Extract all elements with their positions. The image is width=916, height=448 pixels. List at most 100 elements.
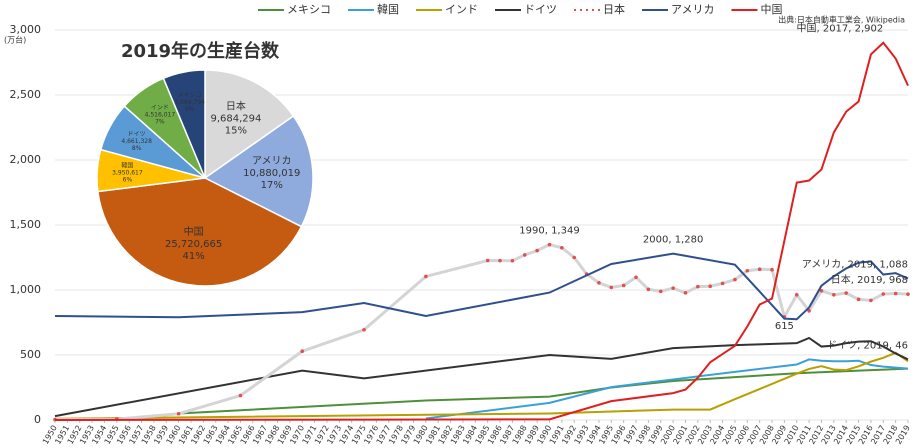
pie-label-line: 6% <box>185 105 195 112</box>
point <box>807 309 811 313</box>
pie-label-line: 3,950,617 <box>112 169 143 176</box>
source: 出典:日本自動車工業会, Wikipedia <box>778 15 905 25</box>
point <box>856 297 861 302</box>
pie-label-line: ドイツ <box>128 130 146 137</box>
y-tick-label: 1,000 <box>10 283 42 296</box>
legend-item: インド <box>416 3 478 16</box>
point <box>720 281 725 286</box>
pie-label: インド 4,516,017 7% <box>145 104 176 125</box>
pie-label: 日本 9,684,294 15% <box>210 100 261 137</box>
point <box>794 293 799 297</box>
point <box>535 248 539 253</box>
point <box>658 289 663 294</box>
series-line <box>54 252 909 321</box>
legend-label: インド <box>445 3 478 16</box>
annotation: 615 <box>775 321 794 332</box>
annotation: 1990, 1,349 <box>519 226 579 237</box>
pie-slice <box>204 69 295 180</box>
pie-label-line: 10,880,019 <box>243 168 300 179</box>
point <box>621 283 626 288</box>
pie-label-line: 8% <box>132 144 142 151</box>
legend-label: 韓国 <box>377 3 399 16</box>
pie-label-line: 9,684,294 <box>210 114 261 125</box>
point <box>832 293 836 297</box>
series-line <box>54 351 909 420</box>
annotation: 2000, 1,280 <box>643 235 703 246</box>
annotation: アメリカ, 2019, 1,088 <box>802 259 908 271</box>
point <box>770 267 774 272</box>
series-line <box>54 336 909 418</box>
y-tick-label: 500 <box>20 348 41 361</box>
y-axis-label: (万台) <box>4 35 26 45</box>
pie-label-line: 15% <box>225 126 247 137</box>
legend-label: アメリカ <box>671 3 714 16</box>
pie-slice <box>162 69 206 179</box>
point <box>547 242 552 247</box>
point <box>597 281 601 285</box>
point <box>609 285 614 290</box>
point <box>424 274 428 279</box>
pie-title: 2019年の生産台数 <box>121 40 280 62</box>
pie-label: アメリカ 10,880,019 17% <box>243 155 300 191</box>
legend-item: ドイツ <box>495 3 557 16</box>
legend-label: 日本 <box>603 2 625 16</box>
point <box>560 245 564 250</box>
pie-label-line: 日本 <box>226 100 246 113</box>
pie-label-line: 7% <box>155 118 165 125</box>
y-tick-label: 0 <box>34 413 41 426</box>
pie-label-line: アメリカ <box>252 155 292 167</box>
legend-label: 中国 <box>760 3 782 16</box>
pie-label-line: 4,516,017 <box>145 111 176 118</box>
series-line <box>54 41 909 421</box>
series-line <box>425 358 909 420</box>
point <box>634 275 638 280</box>
pie-label-line: 6% <box>123 176 133 183</box>
point <box>176 411 181 416</box>
pie-label-line: 17% <box>261 180 283 191</box>
y-tick-label: 2,000 <box>10 153 42 166</box>
point <box>510 258 515 263</box>
point <box>300 349 305 354</box>
legend-item: 中国 <box>731 3 782 16</box>
pie-label: 中国 25,720,665 41% <box>165 225 222 262</box>
legend-label: ドイツ <box>524 3 557 16</box>
pie-label-line: 41% <box>182 251 204 262</box>
point <box>893 291 898 296</box>
pie-label: メキシコ 3,986,794 6% <box>174 91 205 112</box>
annotation: ドイツ, 2019, 46 <box>827 340 908 351</box>
y-tick-label: 2,500 <box>10 88 42 101</box>
point <box>881 292 886 296</box>
annotation: 中国, 2017, 2,902 <box>796 22 883 35</box>
point <box>485 258 490 263</box>
pie-slice <box>203 114 314 228</box>
point <box>683 291 688 295</box>
pie-label-line: 韓国 <box>121 161 133 169</box>
pie-label-line: 4,661,328 <box>121 137 152 144</box>
point <box>696 284 700 289</box>
pie-label-line: 中国 <box>184 225 204 238</box>
pie-label-line: 3,986,794 <box>174 98 205 105</box>
pie-label-line: 25,720,665 <box>165 239 222 250</box>
legend-item: メキシコ <box>258 3 331 16</box>
pie-slice <box>97 177 303 287</box>
series-line <box>54 243 909 422</box>
series-line <box>178 367 909 415</box>
point <box>869 298 873 303</box>
point <box>362 327 366 332</box>
legend-item: 韓国 <box>348 3 399 16</box>
point <box>745 268 750 273</box>
y-tick-label: 3,000 <box>10 23 42 36</box>
legend-item: アメリカ <box>642 3 714 16</box>
point <box>238 393 243 398</box>
annotation: 日本, 2019, 968 <box>831 273 908 286</box>
legend-label: メキシコ <box>287 3 331 16</box>
point <box>708 284 713 289</box>
point <box>906 292 910 296</box>
point <box>498 258 502 263</box>
y-tick-label: 1,500 <box>10 218 42 231</box>
pie-label-line: インド <box>151 104 169 111</box>
point <box>522 253 527 257</box>
point <box>646 287 651 292</box>
point <box>844 291 848 295</box>
